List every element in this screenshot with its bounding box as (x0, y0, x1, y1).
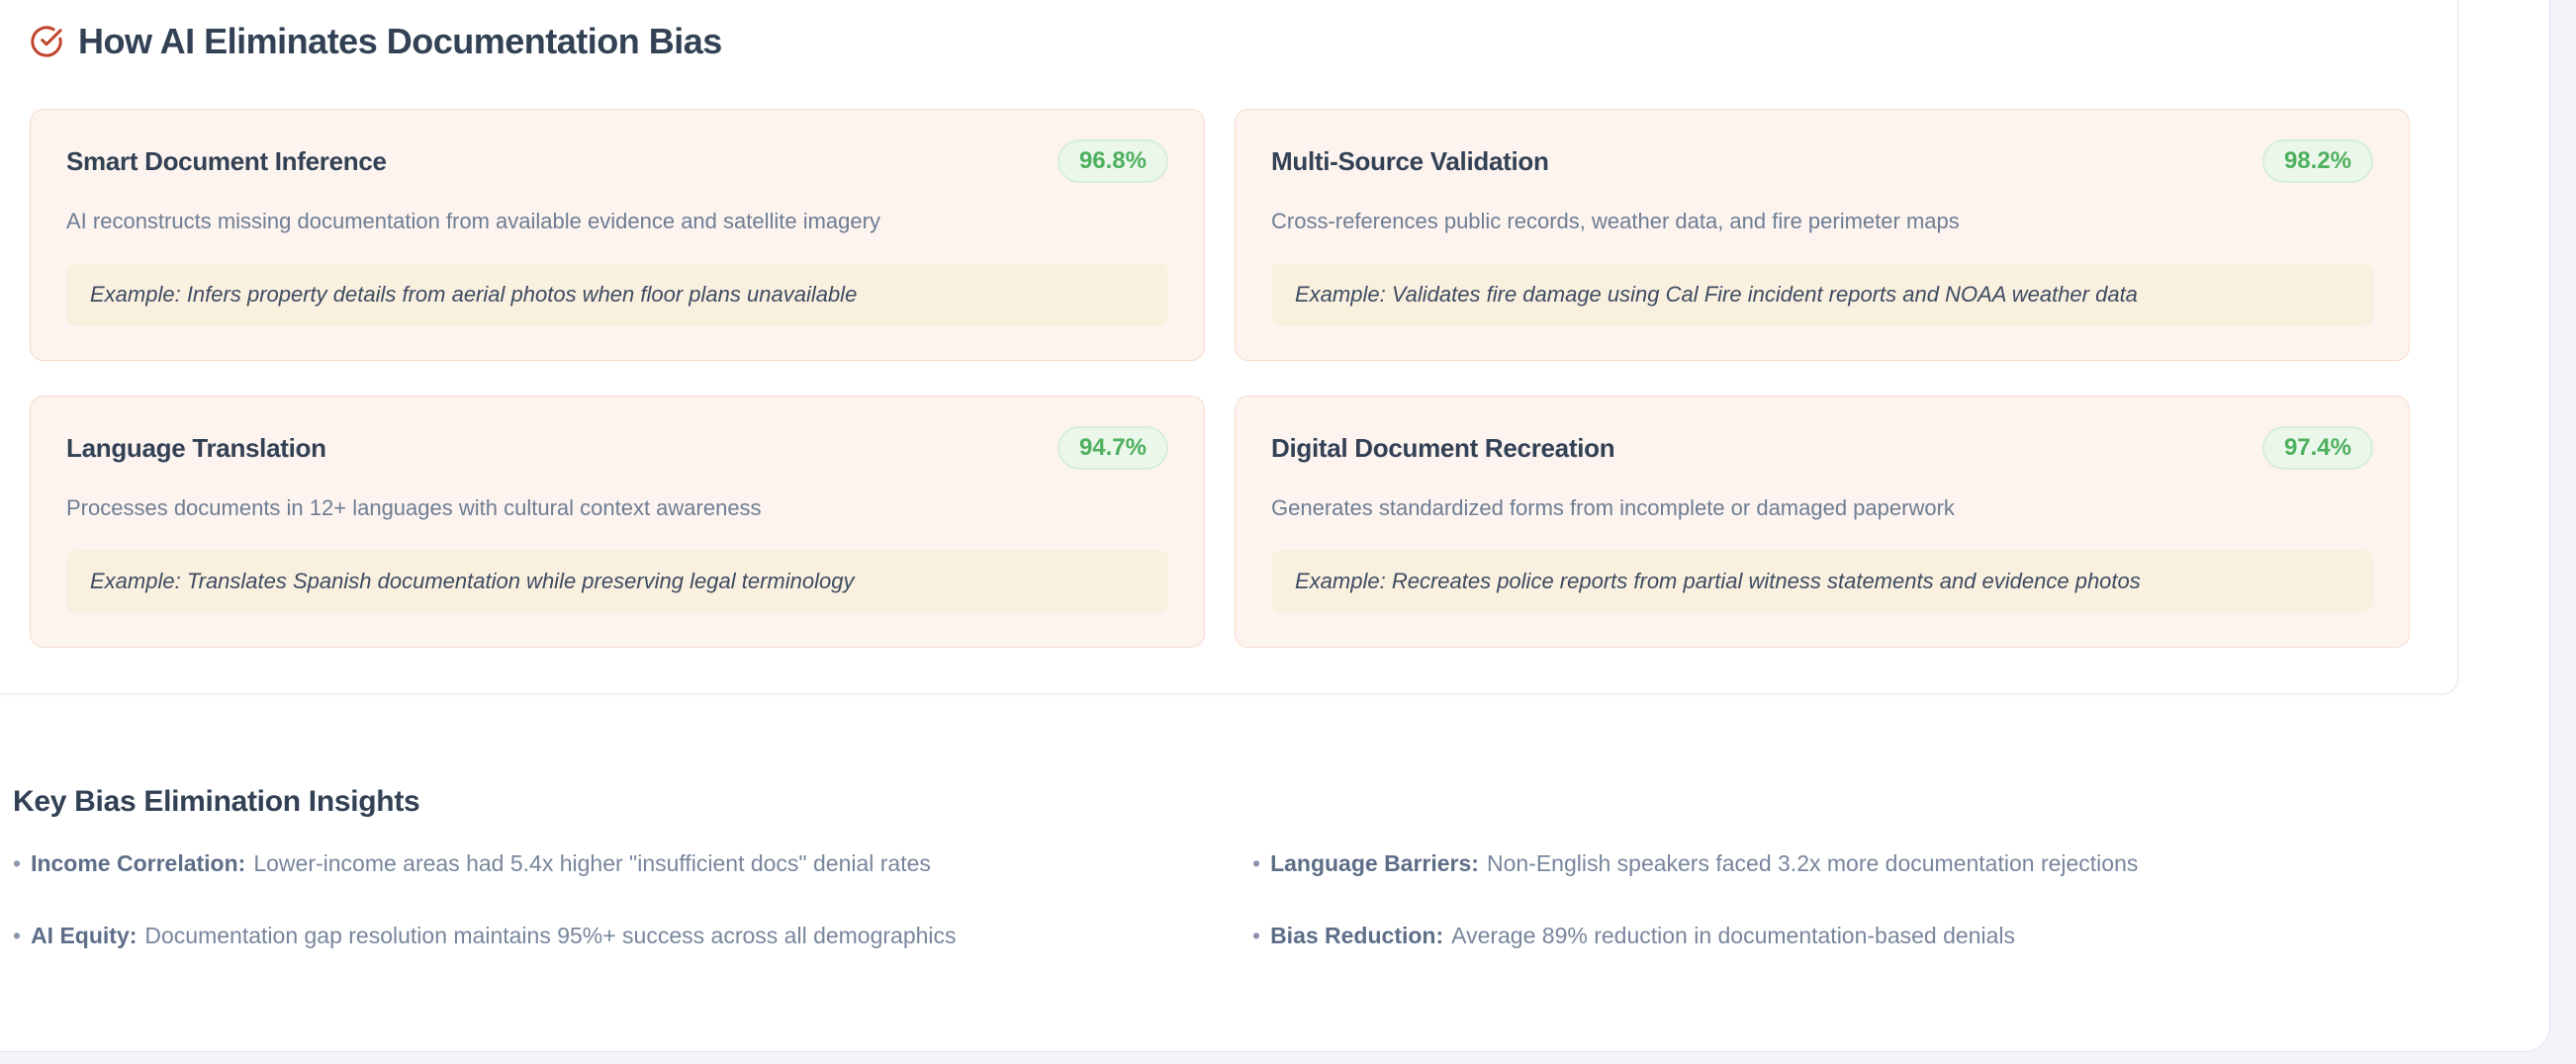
documentation-bias-panel: How AI Eliminates Documentation Bias Sma… (0, 0, 2458, 694)
insight-language-barriers: • Language Barriers: Non-English speakers … (1252, 849, 2472, 877)
card-title: Digital Document Recreation (1271, 432, 1615, 463)
panel-title: How AI Eliminates Documentation Bias (78, 21, 722, 61)
card-header: Smart Document Inference 96.8% (66, 139, 1168, 183)
key-insights-section: Key Bias Elimination Insights • Income Co… (13, 783, 2472, 949)
accuracy-badge: 98.2% (2261, 139, 2373, 183)
card-example-box: Example: Translates Spanish documentatio… (66, 550, 1168, 613)
insight-label: Bias Reduction: (1270, 923, 1444, 948)
card-header: Multi-Source Validation 98.2% (1271, 139, 2373, 183)
insight-text: Documentation gap resolution maintains 9… (144, 923, 957, 948)
check-circle-icon (31, 26, 62, 57)
bullet-dot: • (13, 923, 22, 948)
bullet-dot: • (13, 850, 22, 876)
bullet-dot: • (1252, 850, 1261, 876)
capability-cards-grid: Smart Document Inference 96.8% AI recons… (30, 109, 2410, 648)
insight-text: Average 89% reduction in documentation-b… (1451, 923, 2015, 948)
insights-title: Key Bias Elimination Insights (13, 785, 420, 818)
insight-label: Language Barriers: (1270, 850, 1479, 876)
card-example-box: Example: Recreates police reports from p… (1271, 550, 2373, 613)
insight-text: Non-English speakers faced 3.2x more doc… (1486, 850, 2139, 876)
card-digital-document-recreation: Digital Document Recreation 97.4% Genera… (1235, 396, 2410, 648)
card-description: Cross-references public records, weather… (1271, 209, 1960, 233)
insight-text: Lower-income areas had 5.4x higher "insu… (253, 850, 931, 876)
bullet-dot: • (1252, 923, 1261, 948)
card-title: Smart Document Inference (66, 145, 387, 176)
accuracy-badge: 96.8% (1057, 139, 1168, 183)
card-title: Language Translation (66, 432, 326, 463)
card-title: Multi-Source Validation (1271, 145, 1549, 176)
card-description: AI reconstructs missing documentation fr… (66, 209, 880, 233)
accuracy-badge: 97.4% (2261, 426, 2373, 470)
content-card: How AI Eliminates Documentation Bias Sma… (0, 0, 2550, 1052)
card-example-box: Example: Infers property details from ae… (66, 263, 1168, 326)
insight-label: AI Equity: (31, 923, 138, 948)
insight-income-correlation: • Income Correlation: Lower-income areas h… (13, 849, 1233, 877)
insight-label: Income Correlation: (31, 850, 246, 876)
insights-grid: • Income Correlation: Lower-income areas h… (13, 849, 2472, 949)
accuracy-badge: 94.7% (1057, 426, 1168, 470)
card-language-translation: Language Translation 94.7% Processes doc… (30, 396, 1205, 648)
card-smart-document-inference: Smart Document Inference 96.8% AI recons… (30, 109, 1205, 361)
card-example-box: Example: Validates fire damage using Cal… (1271, 263, 2373, 326)
insight-bias-reduction: • Bias Reduction: Average 89% reduction in… (1252, 922, 2472, 949)
card-description: Processes documents in 12+ languages wit… (66, 495, 762, 520)
panel-header: How AI Eliminates Documentation Bias (30, 20, 2410, 63)
insight-ai-equity: • AI Equity: Documentation gap resolution … (13, 922, 1233, 949)
card-header: Digital Document Recreation 97.4% (1271, 426, 2373, 470)
card-header: Language Translation 94.7% (66, 426, 1168, 470)
card-multi-source-validation: Multi-Source Validation 98.2% Cross-refe… (1235, 109, 2410, 361)
card-description: Generates standardized forms from incomp… (1271, 495, 1955, 520)
